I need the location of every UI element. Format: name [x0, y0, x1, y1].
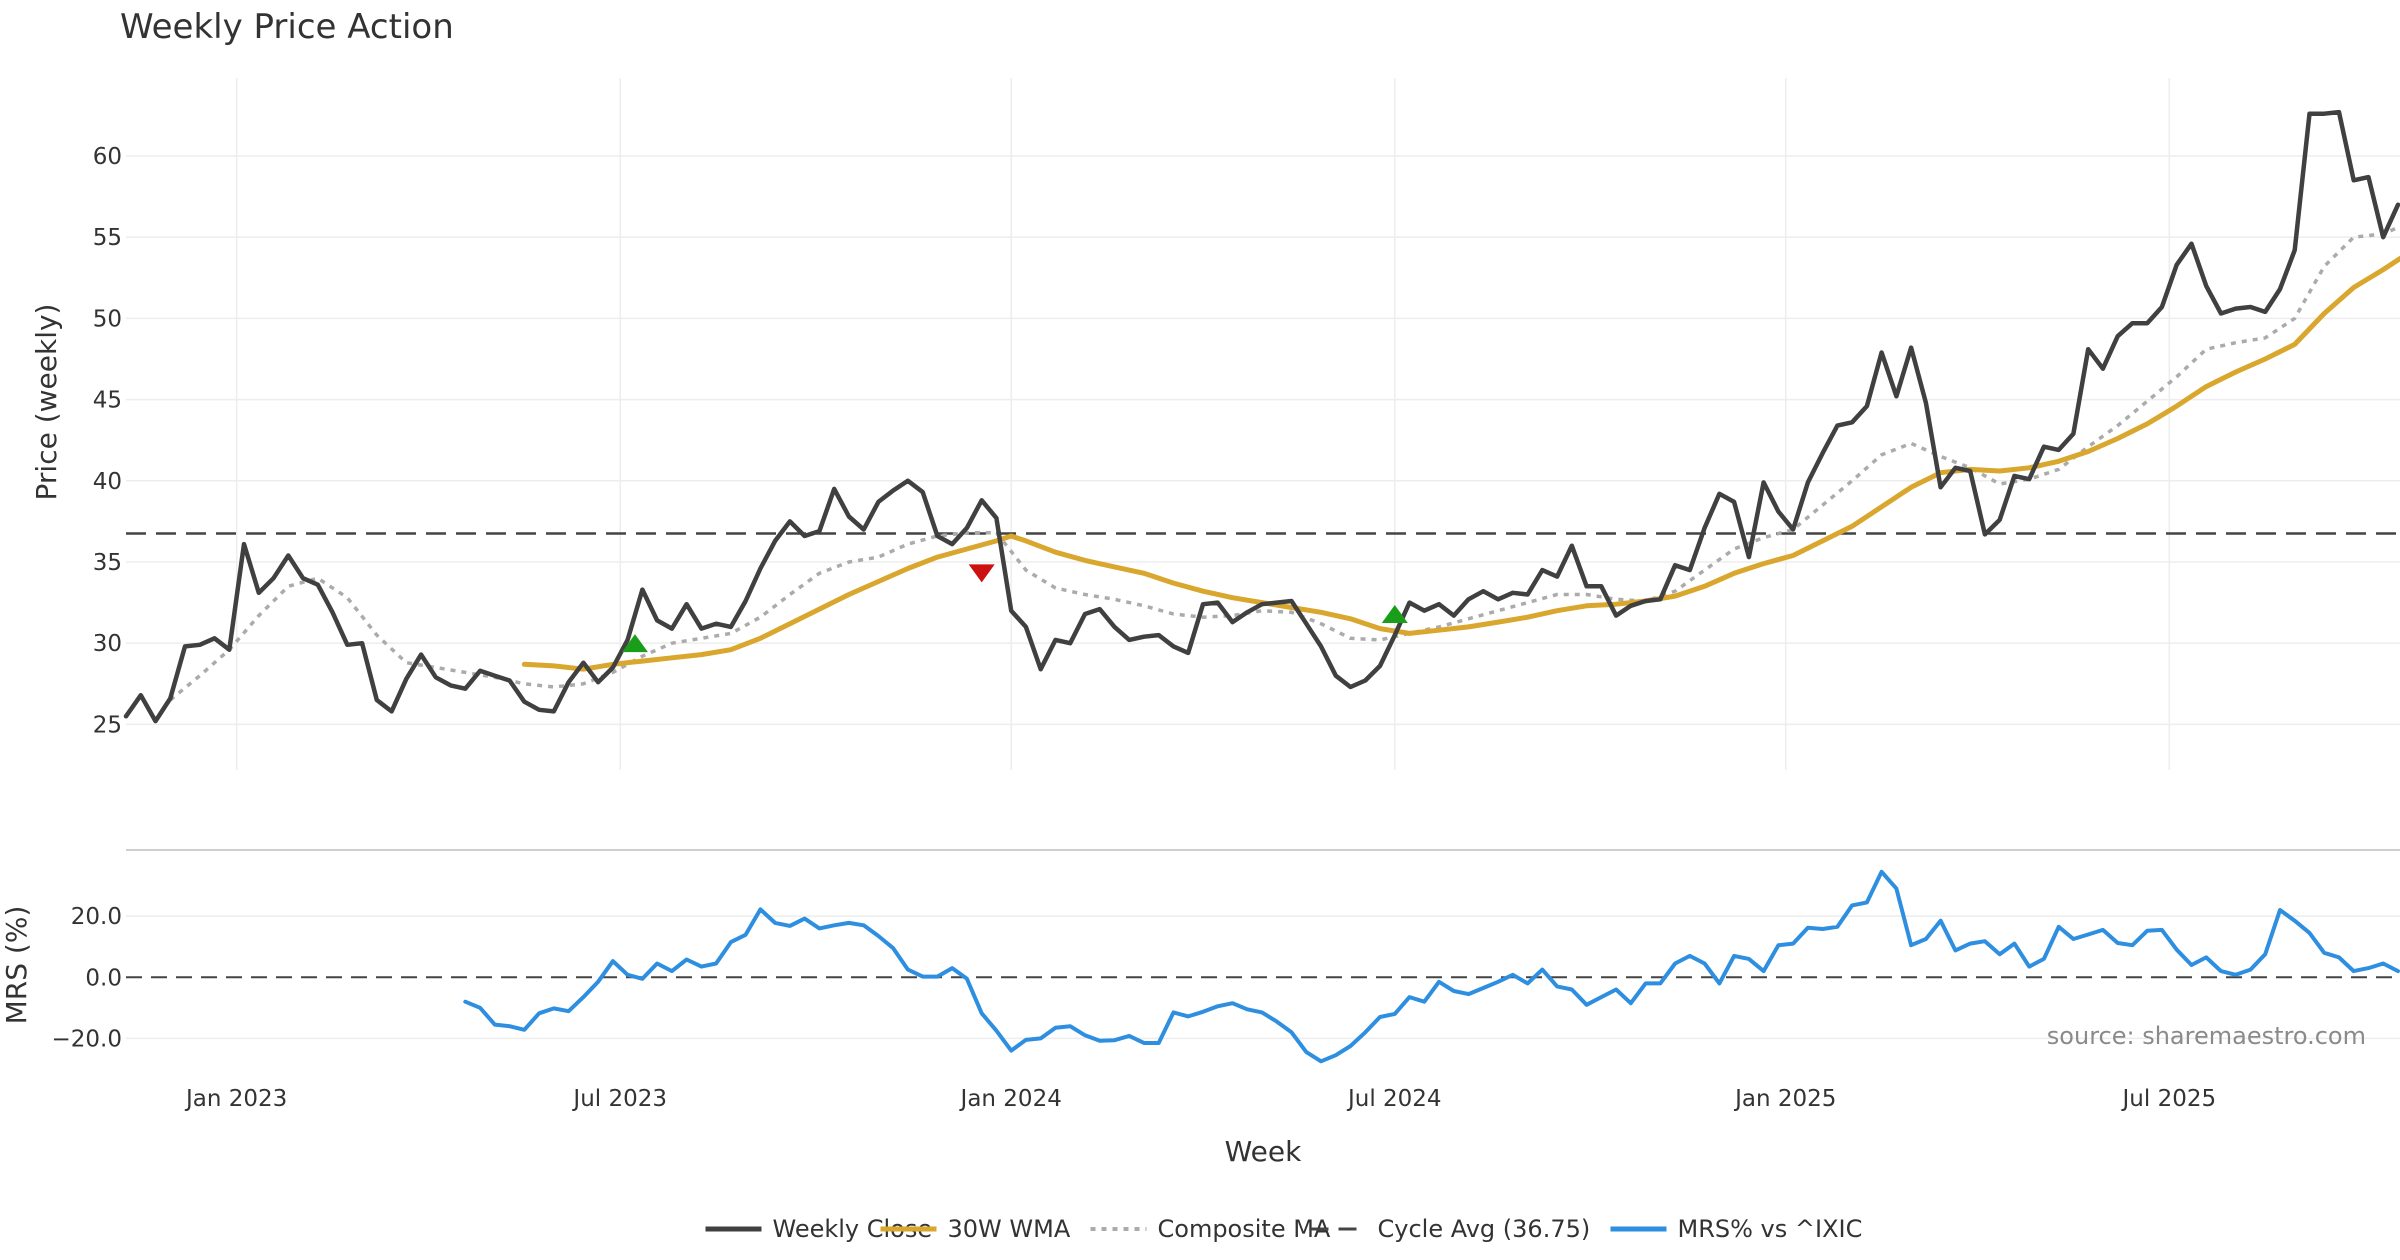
- source-note: source: sharemaestro.com: [2047, 1022, 2366, 1050]
- price-y-ticks: 25 30 35 40 45 50 55 60: [93, 144, 122, 738]
- legend-item: Composite MA: [1090, 1215, 1331, 1243]
- price-y-tick-label: 50: [93, 306, 122, 332]
- x-ticks: Jan 2023 Jul 2023 Jan 2024 Jul 2024 Jan 2025…: [184, 1086, 2216, 1112]
- price-y-axis-label: Price (weekly): [30, 304, 63, 501]
- price-y-tick-label: 60: [93, 144, 122, 170]
- mrs-series: [463, 869, 2400, 1064]
- series-30w-wma: [521, 255, 2400, 672]
- mrs-y-tick-label: 20.0: [71, 904, 122, 930]
- series-composite-ma: [169, 224, 2400, 702]
- buy-signal-marker: [621, 634, 648, 653]
- price-y-tick-label: 40: [93, 469, 122, 495]
- series-weekly-close: [123, 109, 2400, 724]
- mrs-y-ticks: 20.0 0.0 −20.0: [52, 904, 122, 1052]
- mrs-y-tick-label: 0.0: [85, 965, 122, 991]
- sell-signal-marker: [968, 564, 995, 583]
- x-tick-label: Jul 2025: [2121, 1086, 2217, 1112]
- signal-markers: [621, 564, 1408, 653]
- legend-item: 30W WMA: [880, 1215, 1071, 1243]
- x-axis-label: Week: [1225, 1135, 1302, 1168]
- legend-label: Composite MA: [1158, 1215, 1331, 1243]
- x-tick-label: Jan 2023: [184, 1086, 287, 1112]
- chart-title: Weekly Price Action: [120, 7, 454, 47]
- legend-label: MRS% vs ^IXIC: [1678, 1215, 1863, 1243]
- price-series: [123, 109, 2400, 724]
- mrs-grid: [126, 915, 2400, 1040]
- x-tick-label: Jul 2023: [571, 1086, 667, 1112]
- series-mrs: [463, 869, 2400, 1064]
- price-y-tick-label: 45: [93, 388, 122, 414]
- legend: Weekly Close 30W WMA Composite MA Cycle Avg…: [705, 1215, 1863, 1243]
- legend-label: Cycle Avg (36.75): [1378, 1215, 1591, 1243]
- price-y-tick-label: 25: [93, 712, 122, 738]
- price-y-tick-label: 55: [93, 225, 122, 251]
- price-grid: [126, 78, 2400, 770]
- legend-label: 30W WMA: [948, 1215, 1071, 1243]
- x-tick-label: Jan 2024: [959, 1086, 1062, 1112]
- price-y-tick-label: 35: [93, 550, 122, 576]
- x-tick-label: Jan 2025: [1733, 1086, 1836, 1112]
- x-tick-label: Jul 2024: [1346, 1086, 1442, 1112]
- mrs-y-tick-label: −20.0: [52, 1026, 122, 1052]
- legend-item: MRS% vs ^IXIC: [1610, 1215, 1863, 1243]
- legend-item: Cycle Avg (36.75): [1310, 1215, 1591, 1243]
- mrs-y-axis-label: MRS (%): [0, 906, 33, 1025]
- price-y-tick-label: 30: [93, 631, 122, 657]
- buy-signal-marker: [1381, 604, 1408, 623]
